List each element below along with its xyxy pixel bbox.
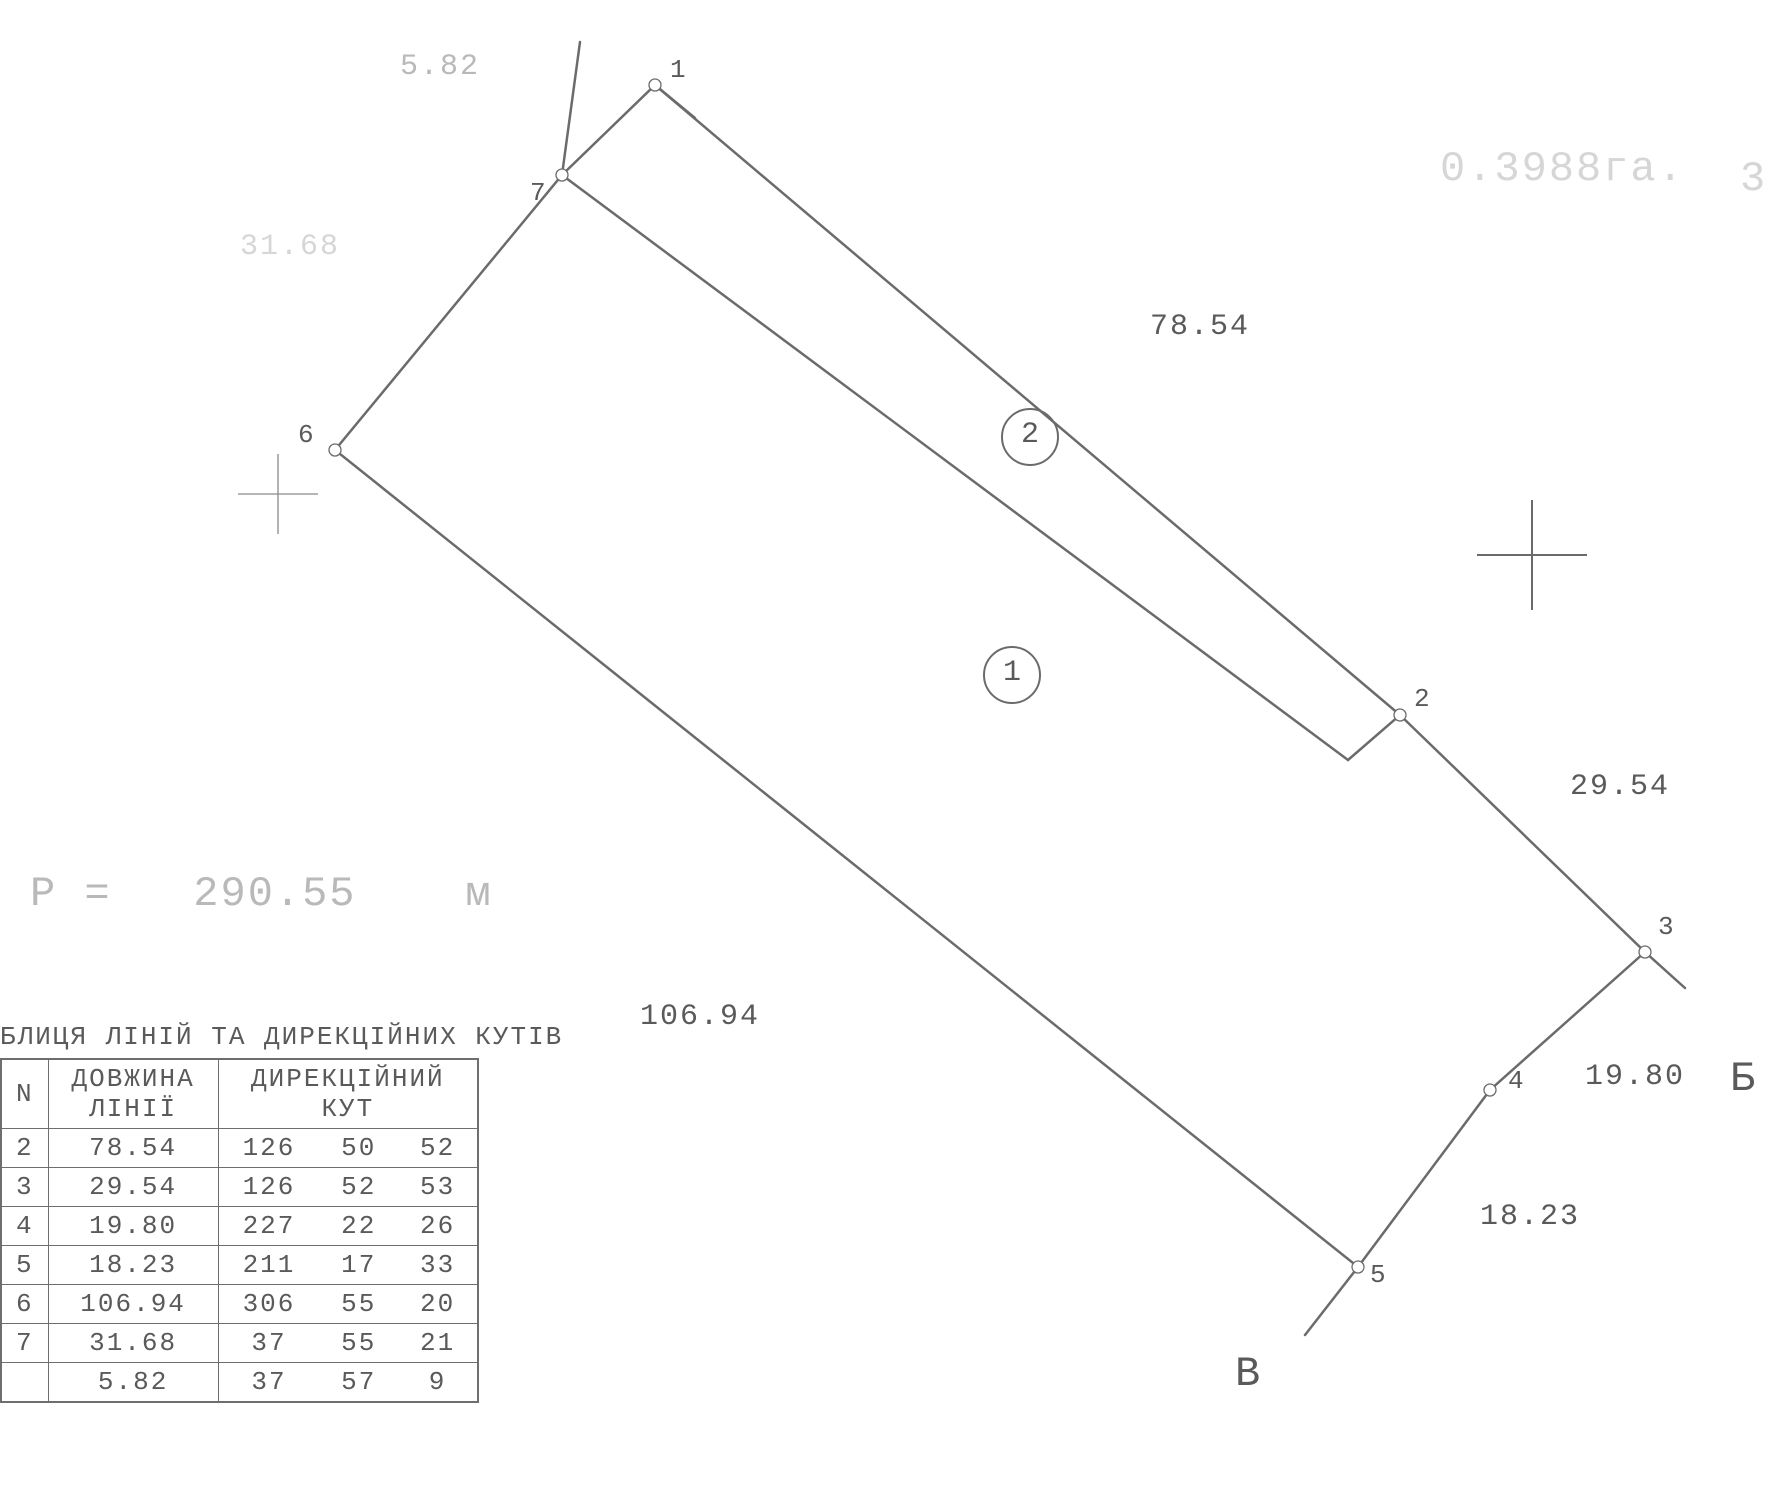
table-row: 3 29.54 126 52 53 bbox=[1, 1168, 478, 1207]
perimeter-unit: м bbox=[465, 870, 492, 918]
col-n-header: N bbox=[1, 1059, 48, 1129]
table-row: 5 18.23 211 17 33 bbox=[1, 1246, 478, 1285]
edge-45-len: 18.23 bbox=[1480, 1200, 1580, 1234]
col-len-header: ДОВЖИНА ЛІНІЇ bbox=[48, 1059, 218, 1129]
table-row: 7 31.68 37 55 21 bbox=[1, 1324, 478, 1363]
region-2-label: 2 bbox=[1021, 418, 1041, 452]
table-row: 2 78.54 126 50 52 bbox=[1, 1129, 478, 1168]
vertex-2-label: 2 bbox=[1414, 684, 1432, 714]
table-row: 6 106.94 306 55 20 bbox=[1, 1285, 478, 1324]
table-header-row: N ДОВЖИНА ЛІНІЇ ДИРЕКЦІЙНИЙ КУТ bbox=[1, 1059, 478, 1129]
vertex-6-label: 6 bbox=[298, 420, 316, 450]
col-ang-header: ДИРЕКЦІЙНИЙ КУТ bbox=[218, 1059, 478, 1129]
letter-v: В bbox=[1235, 1350, 1262, 1398]
table-row: 5.82 37 57 9 bbox=[1, 1363, 478, 1403]
angles-table-block: БЛИЦЯ ЛІНІЙ ТА ДИРЕКЦІЙНИХ КУТІВ N ДОВЖИ… bbox=[0, 1022, 563, 1403]
area-side-glyph: 3 bbox=[1740, 155, 1767, 203]
vertex-7-label: 7 bbox=[530, 178, 548, 208]
vertex-5-label: 5 bbox=[1370, 1260, 1388, 1290]
letter-b: Б bbox=[1730, 1055, 1757, 1103]
region2-long-edge bbox=[562, 175, 1348, 760]
survey-plan-canvas: 1 7 6 2 3 4 5 5.82 78.54 29.54 19.80 18.… bbox=[0, 0, 1781, 1485]
edge-56-len: 106.94 bbox=[640, 1000, 760, 1034]
edge-12-len: 78.54 bbox=[1150, 310, 1250, 344]
table-title: БЛИЦЯ ЛІНІЙ ТА ДИРЕКЦІЙНИХ КУТІВ bbox=[0, 1022, 563, 1052]
perimeter-line: P = 290.55 м bbox=[30, 870, 493, 918]
edge-71-len: 5.82 bbox=[400, 50, 480, 84]
vertex-4-label: 4 bbox=[1508, 1066, 1526, 1096]
edge-34-len: 19.80 bbox=[1585, 1060, 1685, 1094]
region2-short-edge bbox=[1348, 715, 1400, 760]
vertex-3-label: 3 bbox=[1658, 912, 1676, 942]
angles-table: N ДОВЖИНА ЛІНІЇ ДИРЕКЦІЙНИЙ КУТ 2 78.54 … bbox=[0, 1058, 479, 1403]
perimeter-value: 290.55 bbox=[193, 870, 356, 918]
region-1-label: 1 bbox=[1003, 656, 1023, 690]
vertex-1-label: 1 bbox=[670, 55, 688, 85]
table-row: 4 19.80 227 22 26 bbox=[1, 1207, 478, 1246]
edge-67-len: 31.68 bbox=[240, 230, 340, 264]
perimeter-prefix: P = bbox=[30, 870, 112, 918]
edge-23-len: 29.54 bbox=[1570, 770, 1670, 804]
area-label: 0.3988га. bbox=[1440, 145, 1685, 193]
